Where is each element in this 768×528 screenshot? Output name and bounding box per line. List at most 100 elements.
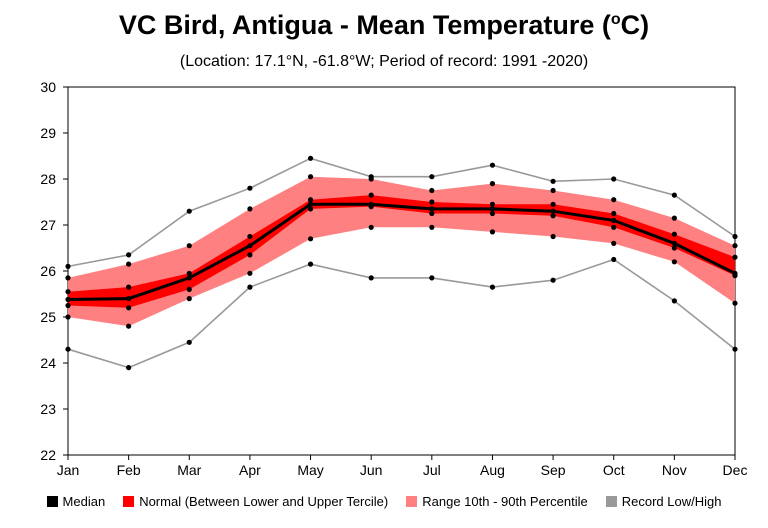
point-p10-aug: [489, 229, 496, 235]
y-tick-label-30: 30: [40, 79, 56, 95]
point-record_high-apr: [247, 185, 253, 191]
y-tick-label-22: 22: [40, 447, 56, 463]
x-tick-label-aug: Aug: [480, 462, 505, 478]
point-p90-jan: [65, 275, 71, 281]
point-upper_tercile-feb: [126, 284, 132, 290]
point-p90-feb: [126, 261, 132, 267]
point-p10-may: [307, 236, 314, 242]
point-record_high-feb: [126, 252, 132, 258]
x-tick-label-may: May: [297, 462, 323, 478]
point-upper_tercile-jun: [368, 192, 374, 198]
point-record_high-jul: [429, 174, 435, 180]
point-lower_tercile-mar: [186, 286, 192, 292]
point-record_low-aug: [489, 284, 496, 290]
point-median-sep: [550, 208, 556, 214]
point-upper_tercile-may: [307, 197, 314, 203]
x-tick-label-sep: Sep: [541, 462, 566, 478]
point-record_low-oct: [611, 256, 617, 263]
point-p10-nov: [671, 259, 677, 265]
y-tick-label-27: 27: [40, 217, 56, 233]
point-record_low-feb: [126, 365, 132, 371]
point-median-jul: [429, 206, 435, 212]
point-p90-mar: [186, 243, 192, 249]
x-tick-label-nov: Nov: [662, 462, 687, 478]
point-record_high-jan: [65, 263, 71, 269]
record-low-line: [67, 258, 736, 369]
point-record_low-dec: [732, 346, 738, 352]
point-upper_tercile-sep: [550, 201, 556, 207]
point-median-aug: [489, 206, 496, 212]
point-upper_tercile-nov: [671, 231, 677, 237]
point-p90-apr: [247, 206, 253, 212]
point-p90-oct: [611, 197, 617, 203]
point-p10-sep: [550, 233, 556, 240]
point-p10-jul: [429, 224, 435, 230]
y-tick-label-29: 29: [40, 125, 56, 141]
point-p90-dec: [732, 243, 738, 249]
point-p10-jun: [368, 224, 374, 230]
legend-item-normal: Normal (Between Lower and Upper Tercile): [123, 494, 388, 509]
point-record_low-mar: [186, 339, 192, 345]
point-median-may: [307, 201, 314, 207]
legend-label-median: Median: [62, 494, 106, 509]
point-upper_tercile-dec: [732, 254, 738, 260]
point-record_high-mar: [186, 208, 192, 214]
x-tick-label-dec: Dec: [723, 462, 748, 478]
chart-title: VC Bird, Antigua - Mean Temperature (oC): [118, 10, 650, 40]
point-record_low-jan: [65, 346, 71, 352]
x-tick-label-mar: Mar: [177, 462, 201, 478]
point-p90-sep: [550, 187, 556, 194]
point-record_high-oct: [611, 176, 617, 182]
point-upper_tercile-apr: [247, 233, 253, 240]
point-lower_tercile-jun: [368, 204, 374, 210]
point-median-mar: [186, 275, 192, 281]
y-tick-label-26: 26: [40, 263, 56, 279]
point-p90-jul: [429, 187, 435, 194]
point-median-nov: [671, 240, 677, 246]
x-tick-label-jan: Jan: [57, 462, 80, 478]
legend-label-normal: Normal (Between Lower and Upper Tercile): [139, 494, 389, 509]
point-record_high-may: [307, 155, 314, 161]
point-lower_tercile-aug: [489, 210, 496, 217]
point-lower_tercile-apr: [247, 252, 253, 258]
point-lower_tercile-feb: [126, 305, 132, 311]
point-p10-feb: [126, 323, 132, 329]
point-upper_tercile-aug: [489, 201, 496, 207]
point-p90-jun: [368, 176, 374, 182]
legend-item-median: Median: [46, 494, 106, 509]
point-upper_tercile-jul: [429, 199, 435, 205]
median-line: [67, 202, 736, 302]
point-lower_tercile-nov: [671, 245, 677, 251]
point-upper_tercile-oct: [611, 210, 617, 217]
point-record_low-may: [307, 261, 314, 267]
point-record_low-apr: [247, 284, 253, 290]
legend-swatch-percentile: [406, 496, 418, 507]
point-record_low-jul: [429, 275, 435, 281]
x-tick-label-oct: Oct: [603, 462, 625, 478]
point-p90-aug: [489, 181, 496, 187]
point-record_low-nov: [671, 298, 677, 304]
point-p10-mar: [186, 296, 192, 302]
legend-swatch-record: [605, 496, 617, 507]
point-median-feb: [126, 296, 132, 302]
y-tick-label-23: 23: [40, 401, 56, 417]
legend-swatch-normal: [123, 496, 135, 507]
chart-subtitle: (Location: 17.1°N, -61.8°W; Period of re…: [179, 53, 589, 70]
point-p10-oct: [611, 240, 617, 246]
record-high-line: [67, 157, 736, 268]
x-tick-label-apr: Apr: [239, 462, 261, 478]
legend-item-percentile: Range 10th - 90th Percentile: [406, 494, 588, 509]
y-tick-label-24: 24: [40, 355, 56, 371]
point-upper_tercile-jan: [65, 289, 71, 295]
legend: Median Normal (Between Lower and Upper T…: [0, 494, 768, 509]
point-lower_tercile-sep: [550, 213, 556, 219]
point-lower_tercile-dec: [732, 273, 738, 279]
legend-swatch-median: [46, 496, 58, 507]
point-median-apr: [247, 243, 253, 249]
point-record_high-sep: [550, 178, 556, 184]
y-tick-label-28: 28: [40, 171, 56, 187]
point-lower_tercile-may: [307, 206, 314, 212]
legend-item-record: Record Low/High: [605, 494, 721, 509]
point-lower_tercile-jan: [65, 302, 71, 309]
